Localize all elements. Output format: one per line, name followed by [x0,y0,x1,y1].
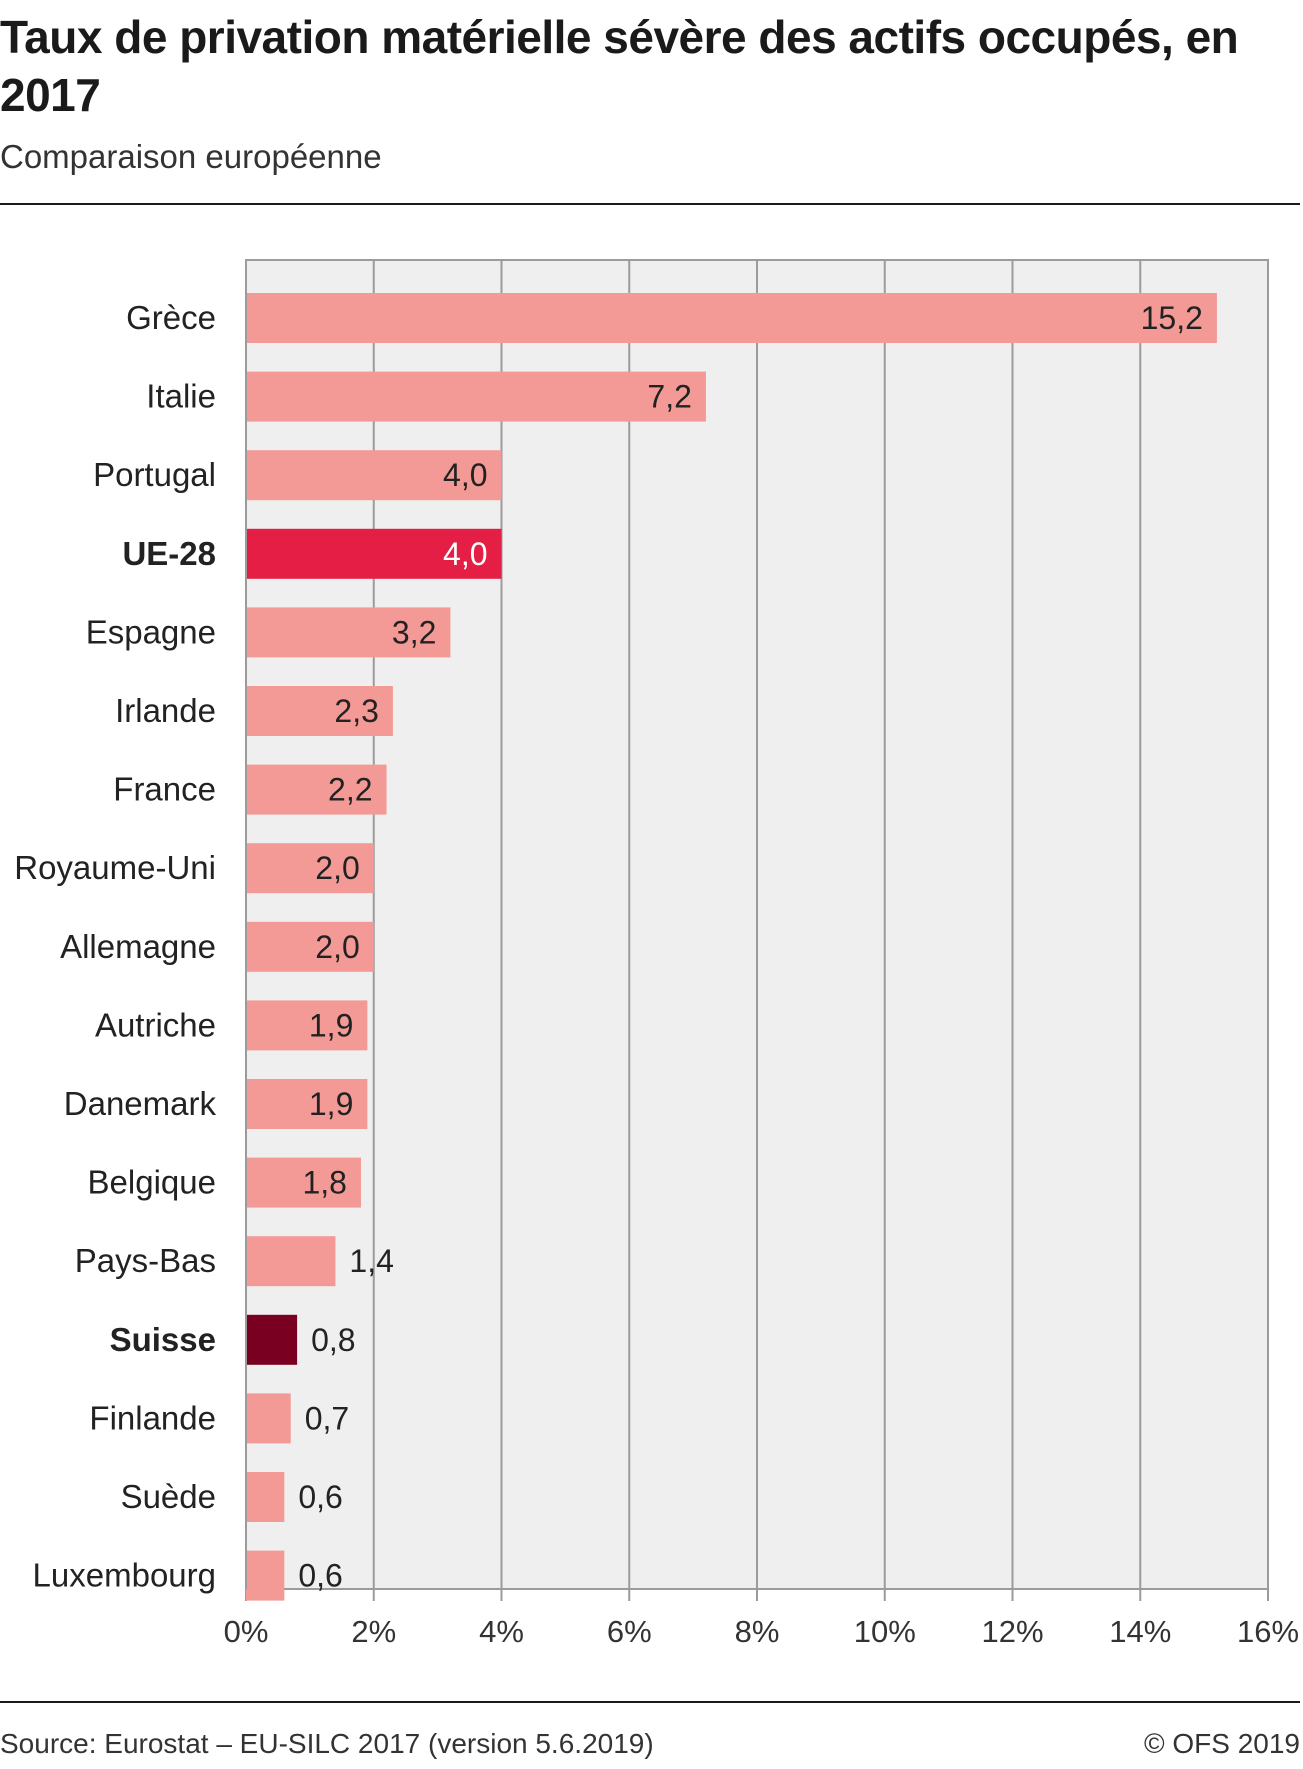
category-label: Suède [121,1478,216,1515]
category-label: France [113,771,216,808]
data-label: 0,6 [298,1479,342,1515]
data-label: 1,4 [349,1243,393,1279]
data-label: 2,0 [315,929,359,965]
category-label: Espagne [86,613,216,650]
data-label: 7,2 [647,379,691,415]
x-tick-label: 0% [224,1614,269,1649]
category-label: Portugal [93,456,216,493]
source-note: Source: Eurostat – EU-SILC 2017 (version… [0,1728,654,1759]
bar [246,1550,285,1601]
top-divider [0,203,1300,205]
category-label: Finlande [89,1399,216,1436]
bar [246,764,387,815]
bar [246,1000,368,1051]
copyright-note: © OFS 2019 [1143,1728,1300,1759]
category-label: UE-28 [122,535,216,572]
x-tick-label: 6% [607,1614,652,1649]
bar [246,450,502,501]
category-label: Belgique [88,1164,216,1201]
bar [246,1236,336,1287]
data-label: 3,2 [392,614,436,650]
x-tick-label: 16% [1237,1614,1299,1649]
bottom-divider [0,1701,1300,1703]
x-tick-label: 12% [981,1614,1043,1649]
category-label: Royaume-Uni [14,849,216,886]
category-label: Allemagne [60,928,216,965]
category-label: Suisse [110,1321,216,1358]
category-label: Autriche [95,1006,216,1043]
category-label: Pays-Bas [75,1242,216,1279]
data-label: 1,9 [309,1007,353,1043]
x-tick-label: 4% [479,1614,524,1649]
data-label: 2,3 [334,693,378,729]
chart-title: Taux de privation matérielle sévère des … [0,11,1239,121]
category-label: Grèce [126,299,216,336]
data-label: 2,0 [315,850,359,886]
data-label: 1,9 [309,1086,353,1122]
x-tick-label: 2% [351,1614,396,1649]
data-label: 4,0 [443,536,487,572]
bar [246,686,393,736]
data-label: 1,8 [302,1165,346,1201]
category-label: Italie [146,378,216,415]
bar [246,607,451,658]
data-label: 0,6 [298,1558,342,1594]
chart-subtitle: Comparaison européenne [0,138,382,175]
bar [246,528,502,579]
bar-chart: 0% 2% 4% 6% 8% 10% 12% 14% 16% Grèce 15,2 Italie 7,2… [14,259,1299,1649]
bar [246,1079,368,1129]
bar [246,371,706,422]
category-label: Danemark [64,1085,217,1122]
data-label: 0,7 [305,1400,349,1436]
data-label: 2,2 [328,772,372,808]
x-tick-label: 8% [735,1614,780,1649]
bar [246,293,1217,343]
bar [246,1314,298,1365]
data-label: 15,2 [1141,300,1203,336]
data-label: 4,0 [443,457,487,493]
bar [246,1157,361,1208]
bar [246,921,374,972]
category-label: Luxembourg [33,1557,216,1594]
x-tick-label: 10% [854,1614,916,1649]
bar [246,1393,291,1444]
category-label: Irlande [115,692,216,729]
data-label: 0,8 [311,1322,355,1358]
bar [246,1472,285,1522]
bar [246,843,374,894]
x-tick-label: 14% [1109,1614,1171,1649]
